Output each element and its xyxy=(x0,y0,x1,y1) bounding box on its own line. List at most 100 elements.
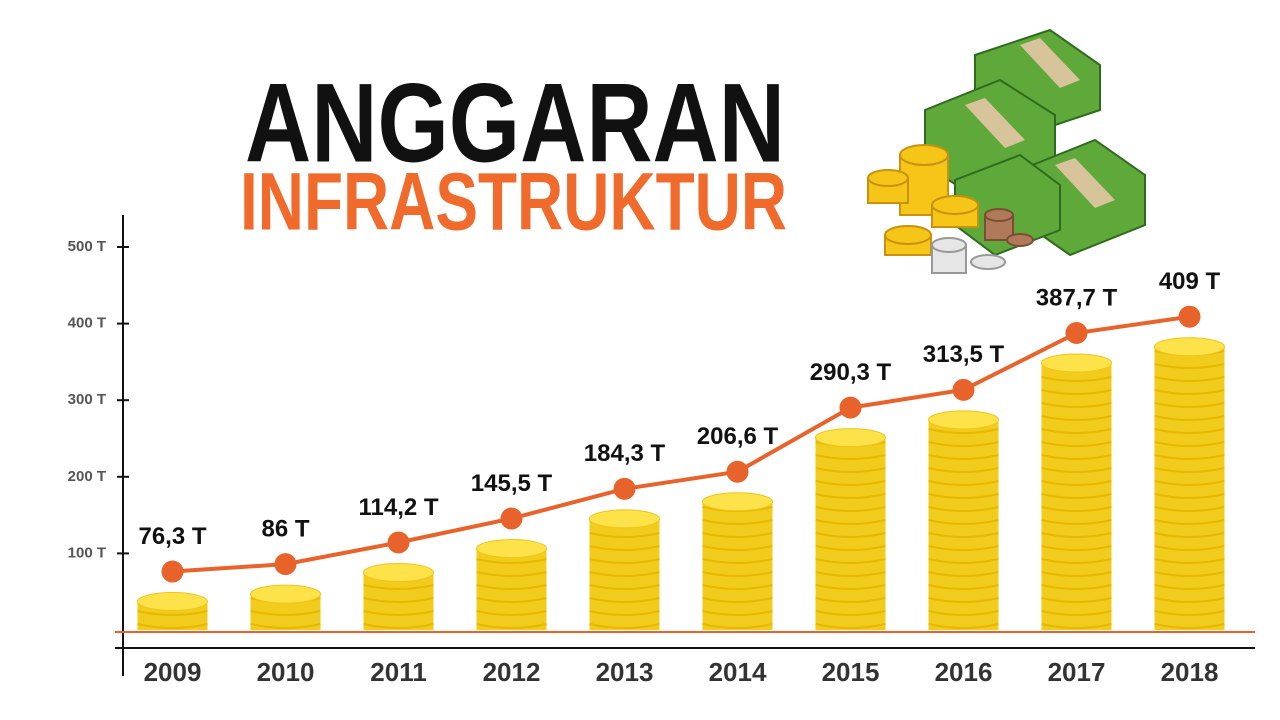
coin-edge xyxy=(815,545,886,551)
value-label: 206,6 T xyxy=(697,423,779,450)
coin-edge xyxy=(1154,610,1225,616)
x-tick-label: 2012 xyxy=(483,657,541,687)
coin-edge xyxy=(928,571,999,577)
data-point xyxy=(1065,322,1088,345)
coin-edge xyxy=(815,467,886,473)
coin-top xyxy=(589,509,660,529)
coin-edge xyxy=(137,610,208,616)
data-point xyxy=(952,378,975,401)
money-illustration xyxy=(867,28,1146,274)
y-tick-label: 200 T xyxy=(68,468,106,485)
coin-edge xyxy=(1041,480,1112,486)
data-point xyxy=(500,507,523,530)
coin-edge xyxy=(589,597,660,603)
coin-edge xyxy=(1154,441,1225,447)
coin-edge xyxy=(928,610,999,616)
coin-edge xyxy=(815,610,886,616)
coin-edge xyxy=(702,623,773,629)
x-tick-label: 2010 xyxy=(257,657,315,687)
coin-top xyxy=(363,563,434,583)
value-label: 313,5 T xyxy=(923,341,1005,368)
coin-edge xyxy=(928,467,999,473)
coin-edge xyxy=(1041,467,1112,473)
coin-edge xyxy=(363,610,434,616)
coin-edge xyxy=(1154,389,1225,395)
coin-edge xyxy=(589,545,660,551)
coin-edge xyxy=(363,623,434,629)
coin-edge xyxy=(815,558,886,564)
value-label: 184,3 T xyxy=(584,440,666,467)
coin-stack xyxy=(928,410,999,630)
data-point xyxy=(161,560,184,583)
y-tick-label: 400 T xyxy=(68,315,106,332)
coin-edge xyxy=(363,584,434,590)
value-label: 76,3 T xyxy=(138,523,206,550)
coin-stack xyxy=(476,539,547,630)
coin-edge xyxy=(1154,467,1225,473)
coin-edge xyxy=(928,597,999,603)
coin-edge xyxy=(815,571,886,577)
coin-edge xyxy=(815,584,886,590)
coin-edge xyxy=(928,623,999,629)
coin-edge xyxy=(815,480,886,486)
coin-edge xyxy=(928,558,999,564)
coin-edge xyxy=(1041,571,1112,577)
coin-edge xyxy=(476,597,547,603)
coin-edge xyxy=(815,519,886,525)
coin-edge xyxy=(1041,558,1112,564)
coin-stack xyxy=(363,563,434,630)
coin-top xyxy=(1041,353,1112,373)
coin-edge xyxy=(928,584,999,590)
coin-edge xyxy=(1041,545,1112,551)
value-label: 86 T xyxy=(261,515,309,542)
coin-edge xyxy=(928,532,999,538)
coin-edge xyxy=(476,610,547,616)
data-point xyxy=(387,531,410,554)
coin-edge xyxy=(1154,597,1225,603)
coin-edge xyxy=(1041,428,1112,434)
value-label: 387,7 T xyxy=(1036,284,1118,311)
coin-edge xyxy=(1154,428,1225,434)
y-tick-label: 100 T xyxy=(68,544,106,561)
coin-top xyxy=(815,428,886,448)
coin-edge xyxy=(1154,376,1225,382)
coin-edge xyxy=(1154,415,1225,421)
x-tick-label: 2014 xyxy=(709,657,767,687)
coin-edge xyxy=(1154,519,1225,525)
coin-edge xyxy=(702,597,773,603)
coin-edge xyxy=(928,506,999,512)
coin-edge xyxy=(476,623,547,629)
coin-top xyxy=(702,492,773,512)
coin-edge xyxy=(1041,610,1112,616)
coin-edge xyxy=(928,545,999,551)
coin-edge xyxy=(1154,571,1225,577)
coin-edge xyxy=(589,532,660,538)
chart-subtitle: INFRASTRUKTUR xyxy=(240,157,787,248)
coin-edge xyxy=(815,506,886,512)
coin-body xyxy=(702,501,773,630)
coin-top xyxy=(1154,337,1225,357)
coin-edge xyxy=(1041,402,1112,408)
coin-edge xyxy=(1041,597,1112,603)
coin-edge xyxy=(702,519,773,525)
data-point xyxy=(274,553,297,576)
coin-edge xyxy=(1041,441,1112,447)
coin-edge xyxy=(1041,584,1112,590)
x-tick-label: 2013 xyxy=(596,657,654,687)
coin-edge xyxy=(928,493,999,499)
coin-edge xyxy=(1154,454,1225,460)
coin-edge xyxy=(1041,623,1112,629)
coin-edge xyxy=(1154,532,1225,538)
coin-edge xyxy=(1041,415,1112,421)
coin-edge xyxy=(702,610,773,616)
chart-title: ANGGARAN xyxy=(245,61,785,186)
coin-edge xyxy=(1154,545,1225,551)
coin-edge xyxy=(1041,389,1112,395)
coin-edge xyxy=(702,558,773,564)
x-tick-label: 2009 xyxy=(144,657,202,687)
coin-edge xyxy=(1041,532,1112,538)
coin-edge xyxy=(702,545,773,551)
coin-edge xyxy=(1041,376,1112,382)
coin-edge xyxy=(1154,480,1225,486)
